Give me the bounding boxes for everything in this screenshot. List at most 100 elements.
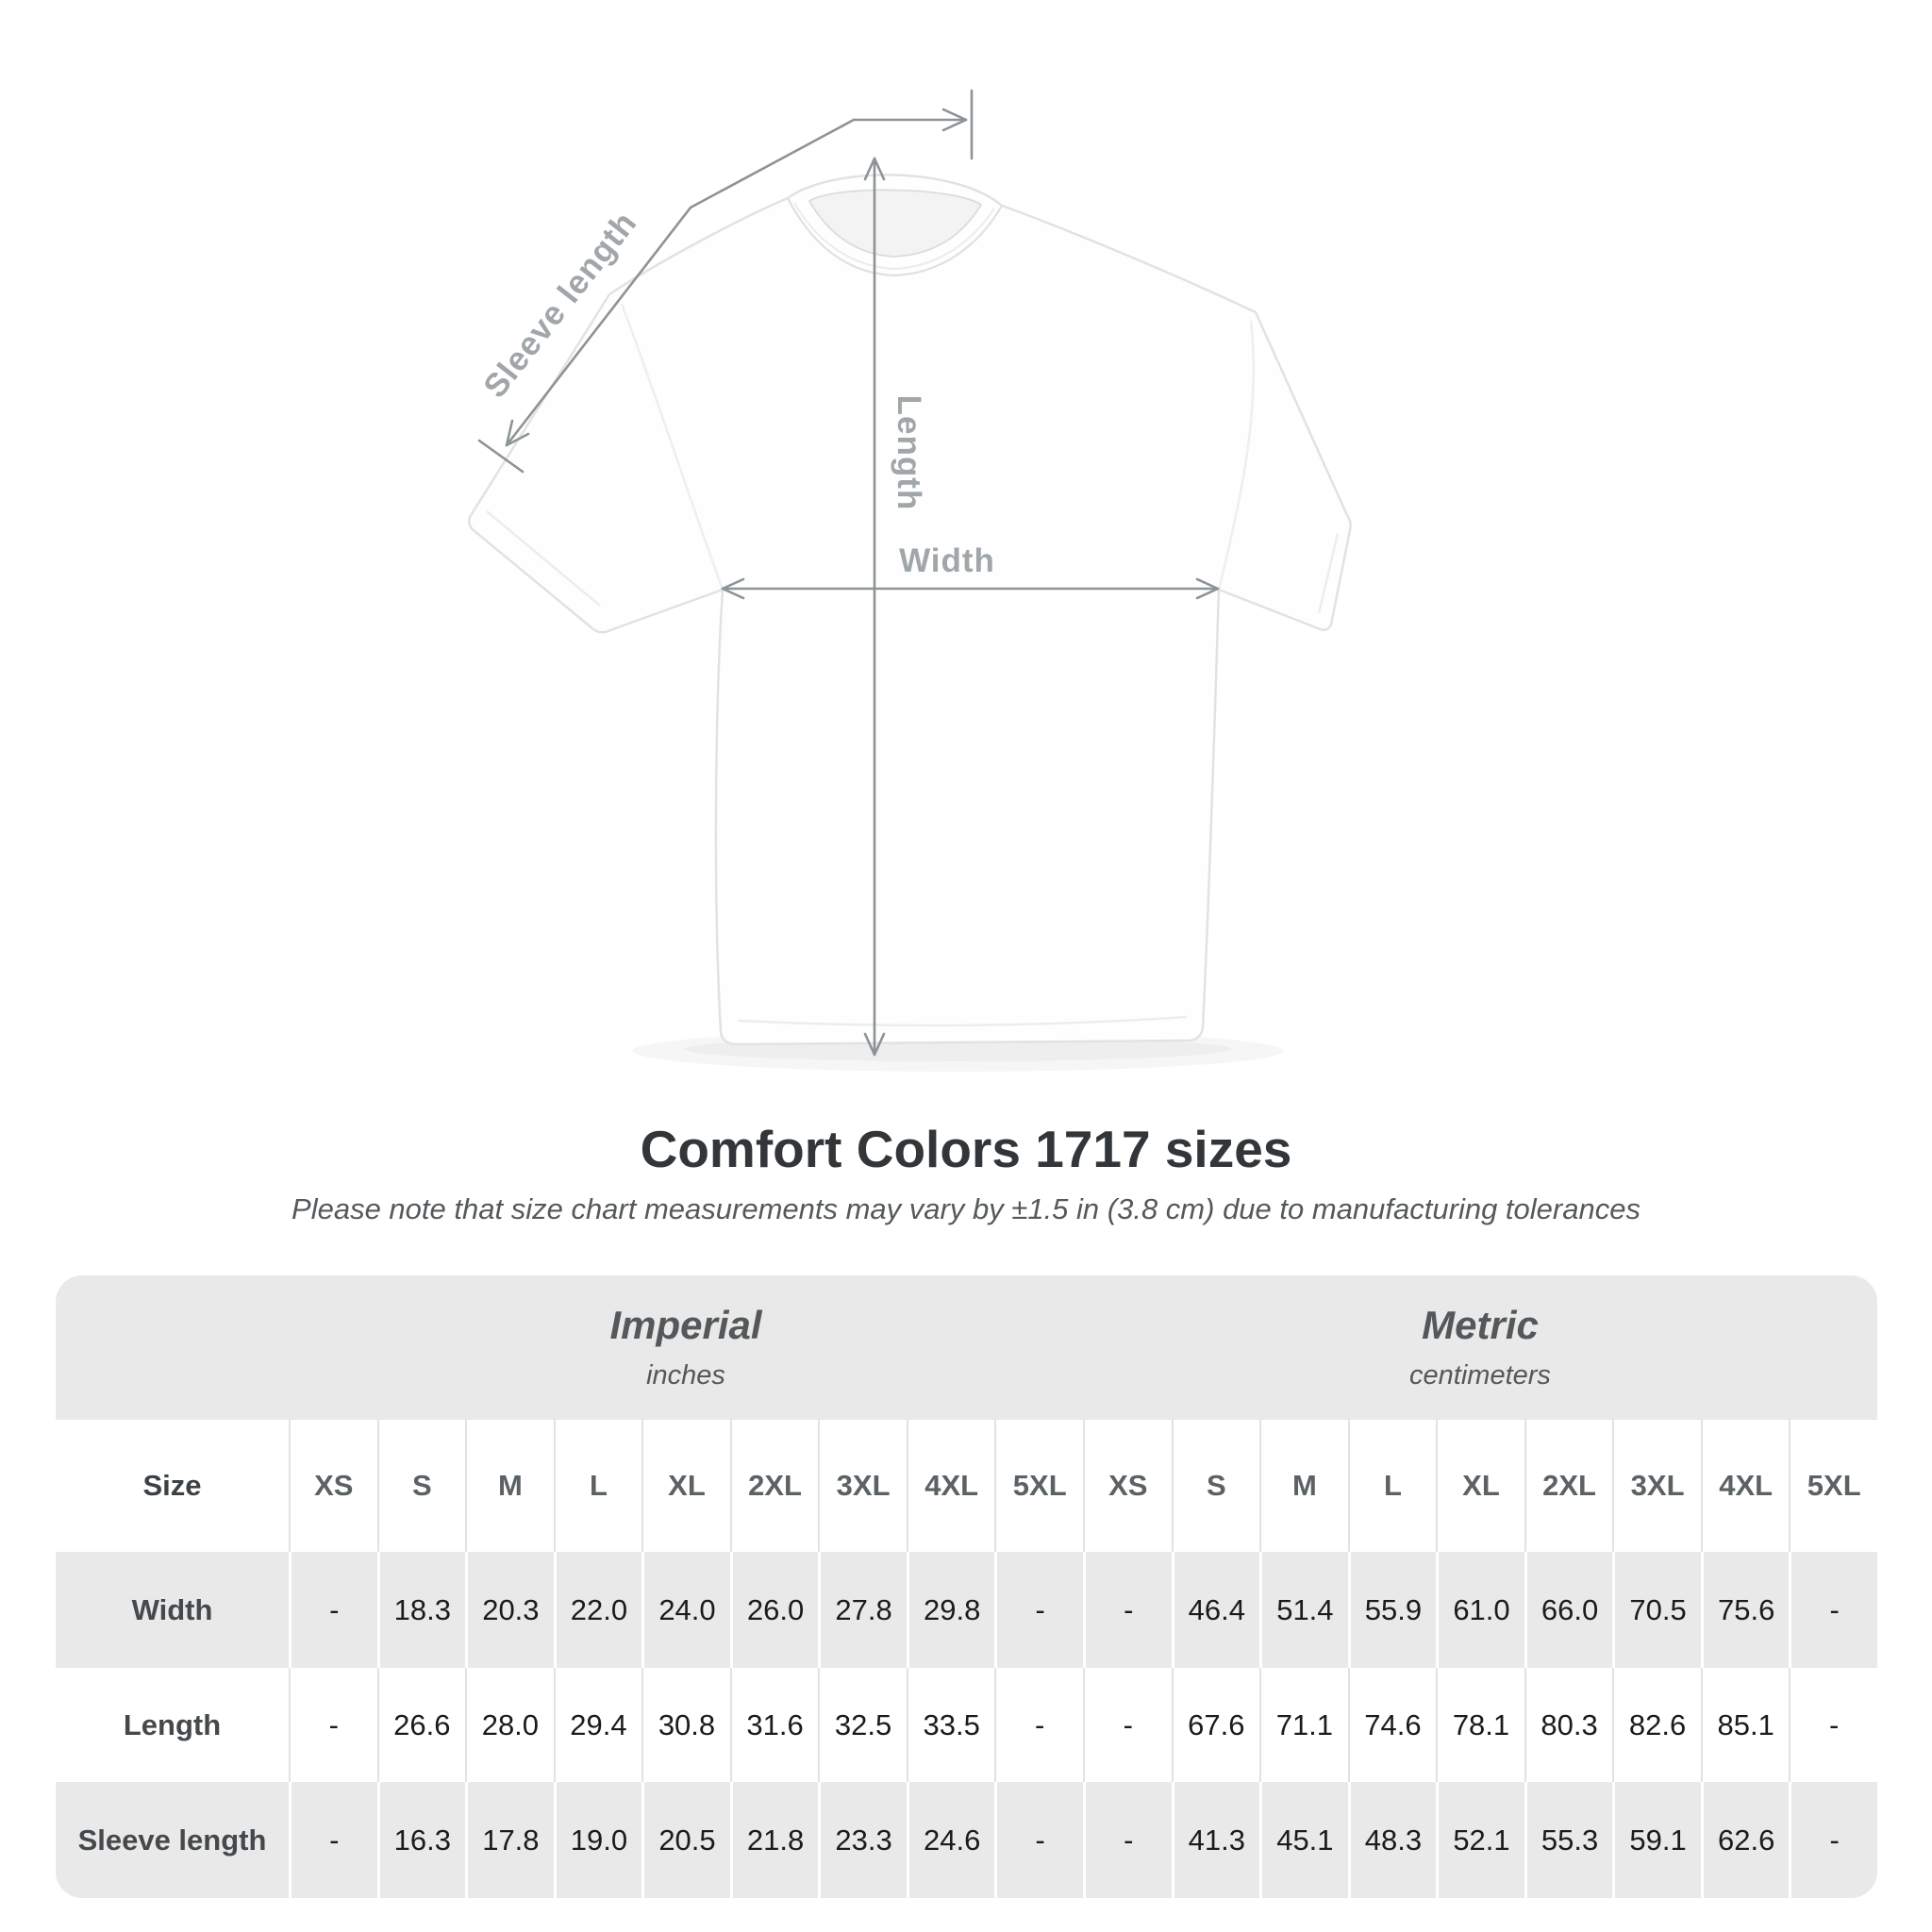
table-cell: 70.5 bbox=[1612, 1552, 1701, 1668]
width-label: Width bbox=[899, 542, 995, 579]
right-sleeve-seam bbox=[1217, 320, 1256, 591]
table-cell: - bbox=[1083, 1782, 1172, 1898]
table-corner-cell bbox=[56, 1275, 289, 1420]
table-cell: 51.4 bbox=[1259, 1552, 1348, 1668]
table-cell: 26.6 bbox=[376, 1668, 466, 1782]
table-cell: 55.3 bbox=[1524, 1782, 1613, 1898]
size-table: Imperial inches Metric centimeters Size X… bbox=[56, 1275, 1877, 1898]
table-cell: 26.0 bbox=[729, 1552, 819, 1668]
metric-group-header: Metric centimeters bbox=[1083, 1275, 1877, 1420]
table-cell: 71.1 bbox=[1259, 1668, 1348, 1782]
size-header-imperial-S: S bbox=[376, 1420, 466, 1552]
table-cell: 24.6 bbox=[906, 1782, 995, 1898]
table-cell: 48.3 bbox=[1347, 1782, 1437, 1898]
length-measure-line bbox=[863, 157, 886, 1057]
table-cell: 30.8 bbox=[641, 1668, 730, 1782]
table-cell: 85.1 bbox=[1700, 1668, 1790, 1782]
table-cell: 20.3 bbox=[465, 1552, 554, 1668]
size-header-imperial-M: M bbox=[465, 1420, 554, 1552]
size-header-imperial-XS: XS bbox=[289, 1420, 377, 1552]
table-cell: 41.3 bbox=[1171, 1782, 1260, 1898]
size-header-metric-3XL: 3XL bbox=[1612, 1420, 1701, 1552]
imperial-group-unit: inches bbox=[646, 1360, 725, 1391]
table-cell: 31.6 bbox=[729, 1668, 819, 1782]
table-cell: 23.3 bbox=[818, 1782, 907, 1898]
imperial-group-label: Imperial bbox=[609, 1303, 762, 1347]
table-cell: 22.0 bbox=[553, 1552, 642, 1668]
table-cell: 20.5 bbox=[641, 1782, 730, 1898]
imperial-group-header: Imperial inches bbox=[289, 1275, 1083, 1420]
metric-group-label: Metric bbox=[1422, 1303, 1539, 1347]
collar-ribbing bbox=[787, 197, 1003, 277]
row-label-length: Length bbox=[56, 1668, 289, 1782]
row-label-sleeve-length: Sleeve length bbox=[56, 1782, 289, 1898]
page-title: Comfort Colors 1717 sizes bbox=[640, 1120, 1292, 1178]
table-cell: 33.5 bbox=[906, 1668, 995, 1782]
size-header-metric-5XL: 5XL bbox=[1789, 1420, 1877, 1552]
table-cell: 17.8 bbox=[465, 1782, 554, 1898]
table-cell: 21.8 bbox=[729, 1782, 819, 1898]
size-header-metric-XL: XL bbox=[1436, 1420, 1524, 1552]
table-cell: 29.8 bbox=[906, 1552, 995, 1668]
size-column-header: Size bbox=[56, 1420, 289, 1552]
table-cell: 27.8 bbox=[818, 1552, 907, 1668]
chart-heading: Comfort Colors 1717 sizes Please note th… bbox=[0, 1121, 1932, 1226]
hem-stitch bbox=[737, 1015, 1188, 1027]
table-cell: 75.6 bbox=[1700, 1552, 1790, 1668]
left-sleeve-seam bbox=[620, 303, 724, 591]
table-cell: 82.6 bbox=[1612, 1668, 1701, 1782]
table-cell: 59.1 bbox=[1612, 1782, 1701, 1898]
size-header-metric-XS: XS bbox=[1083, 1420, 1172, 1552]
collar-opening bbox=[808, 189, 983, 258]
table-cell: - bbox=[1789, 1782, 1877, 1898]
collar-stitch bbox=[793, 202, 995, 271]
table-cell: - bbox=[1789, 1552, 1877, 1668]
table-cell: 66.0 bbox=[1524, 1552, 1613, 1668]
length-label: Length bbox=[891, 395, 927, 511]
table-cell: - bbox=[289, 1668, 377, 1782]
tolerance-note: Please note that size chart measurements… bbox=[291, 1192, 1641, 1225]
size-header-imperial-XL: XL bbox=[641, 1420, 730, 1552]
table-cell: 24.0 bbox=[641, 1552, 730, 1668]
table-cell: - bbox=[994, 1552, 1083, 1668]
table-cell: - bbox=[994, 1782, 1083, 1898]
right-cuff-stitch bbox=[1317, 533, 1340, 614]
size-header-metric-4XL: 4XL bbox=[1700, 1420, 1790, 1552]
size-header-metric-L: L bbox=[1347, 1420, 1437, 1552]
table-cell: 67.6 bbox=[1171, 1668, 1260, 1782]
table-cell: 16.3 bbox=[376, 1782, 466, 1898]
size-header-imperial-4XL: 4XL bbox=[906, 1420, 995, 1552]
table-cell: 62.6 bbox=[1700, 1782, 1790, 1898]
table-cell: 46.4 bbox=[1171, 1552, 1260, 1668]
sleeve-measure-line bbox=[477, 108, 968, 474]
row-label-width: Width bbox=[56, 1552, 289, 1668]
tshirt-silhouette bbox=[467, 174, 1352, 1046]
size-header-imperial-2XL: 2XL bbox=[729, 1420, 819, 1552]
size-header-metric-2XL: 2XL bbox=[1524, 1420, 1613, 1552]
width-measure-line bbox=[721, 577, 1220, 600]
table-cell: - bbox=[289, 1782, 377, 1898]
size-header-imperial-5XL: 5XL bbox=[994, 1420, 1083, 1552]
table-cell: 74.6 bbox=[1347, 1668, 1437, 1782]
size-header-imperial-L: L bbox=[553, 1420, 642, 1552]
tshirt-diagram-svg: Sleeve length Length Width bbox=[467, 89, 1352, 1057]
table-cell: 29.4 bbox=[553, 1668, 642, 1782]
table-cell: 18.3 bbox=[376, 1552, 466, 1668]
size-header-imperial-3XL: 3XL bbox=[818, 1420, 907, 1552]
table-cell: - bbox=[1083, 1668, 1172, 1782]
table-cell: 78.1 bbox=[1436, 1668, 1524, 1782]
table-cell: - bbox=[1083, 1552, 1172, 1668]
table-cell: 19.0 bbox=[553, 1782, 642, 1898]
table-cell: 80.3 bbox=[1524, 1668, 1613, 1782]
table-cell: 52.1 bbox=[1436, 1782, 1524, 1898]
table-cell: 45.1 bbox=[1259, 1782, 1348, 1898]
size-header-metric-S: S bbox=[1171, 1420, 1260, 1552]
table-cell: - bbox=[1789, 1668, 1877, 1782]
table-cell: - bbox=[289, 1552, 377, 1668]
table-cell: 32.5 bbox=[818, 1668, 907, 1782]
metric-group-unit: centimeters bbox=[1409, 1360, 1551, 1391]
size-header-metric-M: M bbox=[1259, 1420, 1348, 1552]
table-cell: 28.0 bbox=[465, 1668, 554, 1782]
tshirt-measurement-diagram: Sleeve length Length Width bbox=[467, 89, 1352, 1057]
